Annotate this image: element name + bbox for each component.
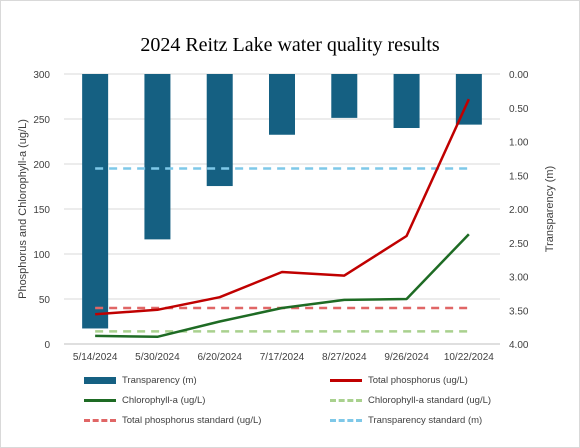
y-tick-label: 0 bbox=[44, 340, 50, 351]
x-tick-label: 6/20/2024 bbox=[197, 352, 242, 363]
x-tick-label: 5/30/2024 bbox=[135, 352, 180, 363]
x-tick-label: 5/14/2024 bbox=[73, 352, 118, 363]
y-tick-label: 50 bbox=[39, 295, 51, 306]
x-tick-label: 8/27/2024 bbox=[322, 352, 367, 363]
transparency-bar bbox=[269, 74, 295, 135]
y-tick-label: 150 bbox=[33, 205, 50, 216]
y2-tick-label: 1.00 bbox=[509, 138, 529, 149]
y2-tick-label: 0.50 bbox=[509, 104, 529, 115]
y2-tick-label: 2.50 bbox=[509, 239, 529, 250]
y2-axis-title: Transparency (m) bbox=[544, 166, 556, 252]
y2-tick-label: 0.00 bbox=[509, 70, 529, 81]
transparency-bar bbox=[82, 74, 109, 329]
transparency-bar bbox=[331, 74, 358, 118]
x-tick-label: 10/22/2024 bbox=[444, 352, 494, 363]
y-tick-label: 200 bbox=[33, 160, 50, 171]
y2-tick-label: 4.00 bbox=[509, 340, 529, 351]
y-axis-title: Phosphorus and Chlorophyll-a (ug/L) bbox=[17, 119, 29, 299]
y2-tick-label: 1.50 bbox=[509, 171, 529, 182]
line-series bbox=[95, 98, 470, 339]
axes: 0 50 100 150 200 250 300 0.00 0.50 1.00 1.50 2.00 2.… bbox=[33, 70, 529, 363]
y2-tick-label: 3.50 bbox=[509, 306, 529, 317]
x-tick-label: 9/26/2024 bbox=[384, 352, 429, 363]
y-tick-label: 250 bbox=[33, 115, 50, 126]
y-tick-label: 100 bbox=[33, 250, 50, 261]
transparency-bar bbox=[144, 74, 171, 240]
y2-tick-label: 2.00 bbox=[509, 205, 529, 216]
chlorophyll-line bbox=[95, 233, 470, 339]
x-tick-label: 7/17/2024 bbox=[260, 352, 305, 363]
y2-tick-label: 3.00 bbox=[509, 273, 529, 284]
total-phosphorus-line bbox=[95, 98, 470, 316]
y-tick-label: 300 bbox=[33, 70, 50, 81]
chart-title: 2024 Reitz Lake water quality results bbox=[140, 34, 440, 56]
transparency-bar bbox=[393, 74, 420, 128]
